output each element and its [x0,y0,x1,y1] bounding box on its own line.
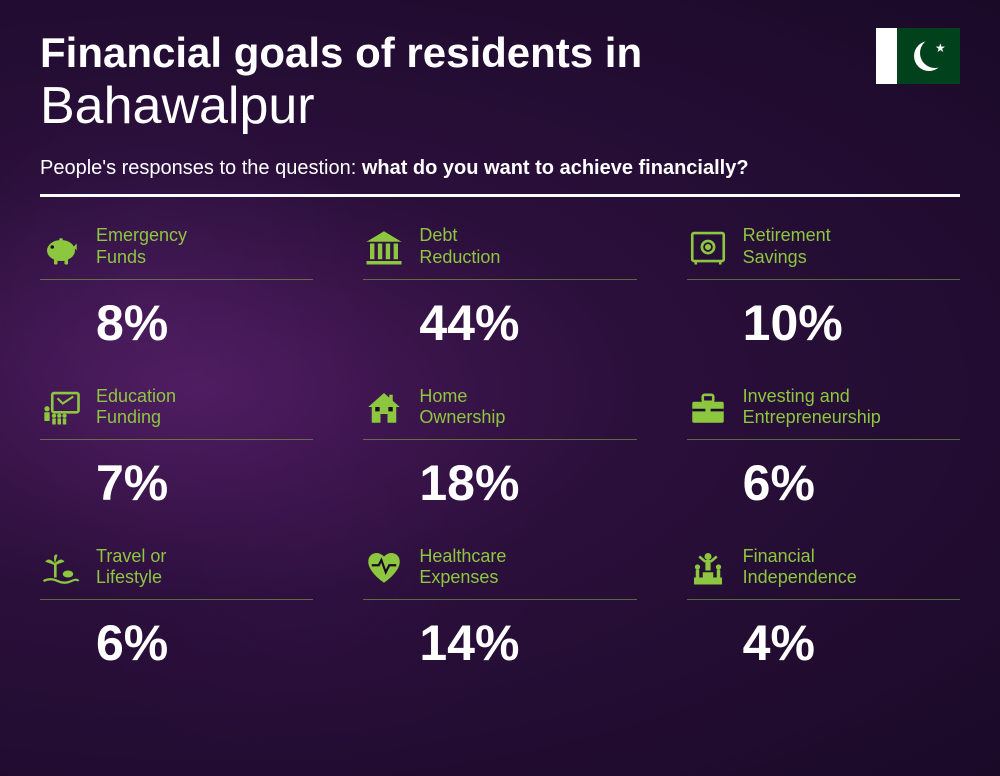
stat-value: 7% [96,454,313,512]
title-city: Bahawalpur [40,78,960,135]
stat-retirement-savings: RetirementSavings 10% [687,225,960,351]
stat-emergency-funds: EmergencyFunds 8% [40,225,313,351]
stat-value: 18% [419,454,636,512]
pakistan-flag: ★ [876,28,960,84]
stat-value: 10% [743,294,960,352]
stat-value: 4% [743,614,960,672]
education-icon [40,386,82,428]
stat-travel-lifestyle: Travel orLifestyle 6% [40,546,313,672]
title-line1: Financial goals of residents in [40,30,960,76]
stat-debt-reduction: DebtReduction 44% [363,225,636,351]
stats-grid: EmergencyFunds 8% DebtReduction 44% [40,225,960,672]
stat-label: Investing andEntrepreneurship [743,386,881,429]
independence-icon [687,546,729,588]
safe-icon [687,226,729,268]
home-icon [363,386,405,428]
stat-label: Travel orLifestyle [96,546,166,589]
briefcase-icon [687,386,729,428]
stat-label: HealthcareExpenses [419,546,506,589]
stat-label: HomeOwnership [419,386,505,429]
stat-value: 6% [96,614,313,672]
stat-label: EmergencyFunds [96,225,187,268]
travel-icon [40,546,82,588]
healthcare-icon [363,546,405,588]
stat-education-funding: EducationFunding 7% [40,386,313,512]
stat-label: DebtReduction [419,225,500,268]
stat-label: FinancialIndependence [743,546,857,589]
stat-healthcare-expenses: HealthcareExpenses 14% [363,546,636,672]
piggy-bank-icon [40,226,82,268]
stat-value: 6% [743,454,960,512]
stat-label: EducationFunding [96,386,176,429]
stat-investing-entrepreneurship: Investing andEntrepreneurship 6% [687,386,960,512]
subtitle-bold: what do you want to achieve financially? [362,157,749,179]
subtitle: People's responses to the question: what… [40,157,960,180]
bank-icon [363,226,405,268]
stat-value: 8% [96,294,313,352]
stat-home-ownership: HomeOwnership 18% [363,386,636,512]
subtitle-prefix: People's responses to the question: [40,157,362,179]
divider [40,194,960,197]
stat-value: 14% [419,614,636,672]
infographic-container: ★ Financial goals of residents in Bahawa… [0,0,1000,692]
stat-financial-independence: FinancialIndependence 4% [687,546,960,672]
stat-label: RetirementSavings [743,225,831,268]
stat-value: 44% [419,294,636,352]
